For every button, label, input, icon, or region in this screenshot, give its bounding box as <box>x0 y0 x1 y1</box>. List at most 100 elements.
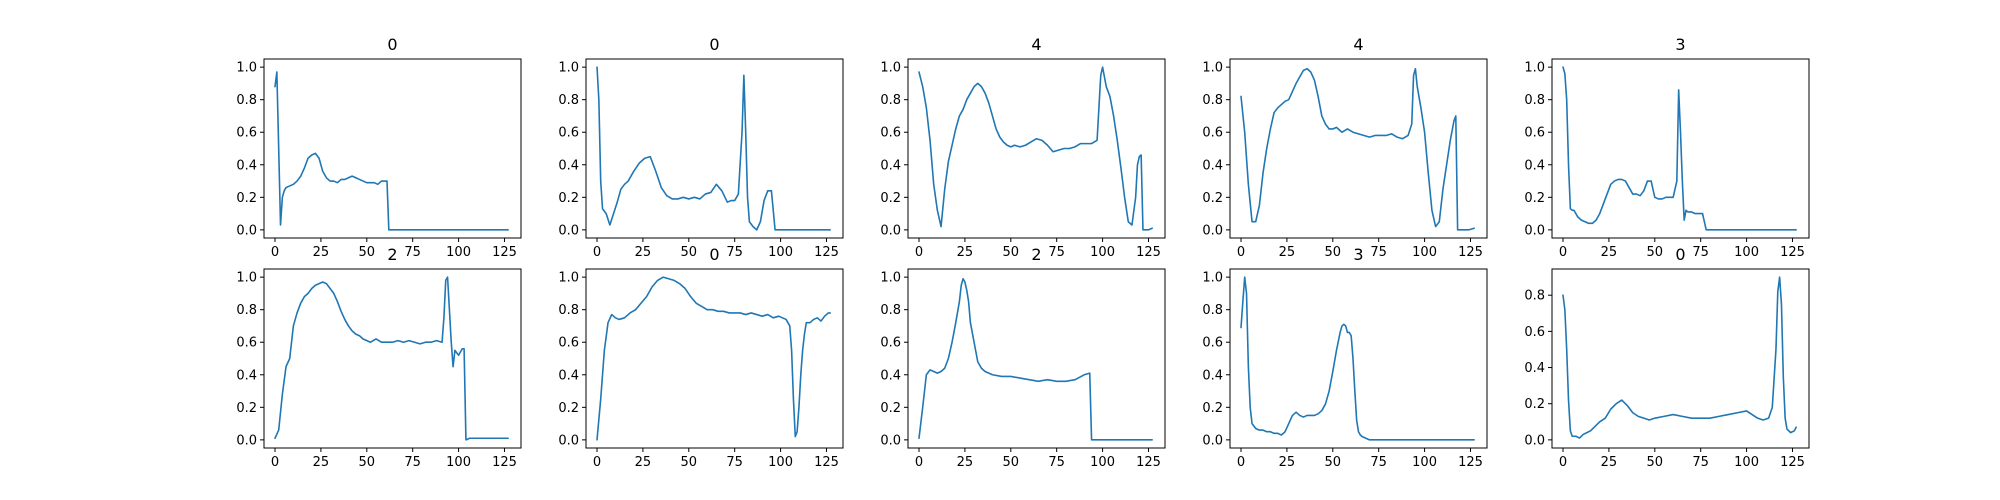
y-tick-label: 0.8 <box>1202 303 1223 318</box>
data-line <box>274 276 509 441</box>
x-tick-label: 25 <box>313 245 330 260</box>
y-tick-label: 0.0 <box>1202 433 1223 448</box>
subplot-7: 0 0 25 50 75 100 125 0.0 0.2 0.4 0.6 0.8 1.0 <box>558 245 844 470</box>
y-tick-label: 0.6 <box>1524 325 1545 340</box>
x-tick-label: 0 <box>1237 455 1245 470</box>
y-tick-label: 0.4 <box>236 158 257 173</box>
y-tick-label: 1.0 <box>1524 61 1545 76</box>
axes-frame <box>1229 58 1488 239</box>
x-tick-label: 75 <box>1370 455 1387 470</box>
y-tick-label: 0.4 <box>880 368 901 383</box>
x-tick-label: 50 <box>1325 245 1342 260</box>
y-tick-label: 0.0 <box>1524 223 1545 238</box>
data-line <box>1562 66 1797 231</box>
x-tick-label: 50 <box>359 245 376 260</box>
x-tick-label: 50 <box>359 455 376 470</box>
x-tick-label: 100 <box>1412 245 1437 260</box>
x-tick-label: 75 <box>1370 245 1387 260</box>
y-tick-label: 0.4 <box>558 368 579 383</box>
x-tick-label: 0 <box>271 455 279 470</box>
y-tick-label: 0.8 <box>558 93 579 108</box>
subplot-5: 3 0 25 50 75 100 125 0.0 0.2 0.4 0.6 0.8 1.0 <box>1524 35 1810 260</box>
x-tick-label: 75 <box>404 245 421 260</box>
x-tick-label: 100 <box>768 245 793 260</box>
subplot-1: 0 0 25 50 75 100 125 0.0 0.2 0.4 0.6 0.8 1.0 <box>236 35 522 260</box>
x-tick-label: 100 <box>1090 245 1115 260</box>
y-tick-label: 0.6 <box>1202 126 1223 141</box>
y-tick-label: 1.0 <box>1202 271 1223 286</box>
y-tick-label: 0.2 <box>236 401 257 416</box>
y-tick-label: 1.0 <box>880 271 901 286</box>
y-tick-label: 0.2 <box>880 401 901 416</box>
y-tick-label: 0.2 <box>880 191 901 206</box>
x-tick-label: 125 <box>1780 455 1805 470</box>
x-tick-label: 100 <box>1412 455 1437 470</box>
y-tick-label: 0.0 <box>558 223 579 238</box>
y-tick-label: 1.0 <box>558 61 579 76</box>
subplot-title: 0 <box>709 35 719 54</box>
y-tick-label: 0.4 <box>558 158 579 173</box>
x-tick-label: 75 <box>1048 245 1065 260</box>
subplot-3: 4 0 25 50 75 100 125 0.0 0.2 0.4 0.6 0.8 1.0 <box>880 35 1166 260</box>
x-tick-label: 50 <box>681 455 698 470</box>
y-tick-label: 0.2 <box>1202 191 1223 206</box>
x-tick-label: 100 <box>1734 455 1759 470</box>
subplot-title: 3 <box>1353 245 1363 264</box>
x-tick-label: 25 <box>957 245 974 260</box>
x-tick-label: 50 <box>1003 455 1020 470</box>
subplot-title: 2 <box>387 245 397 264</box>
y-tick-label: 0.6 <box>880 126 901 141</box>
data-line <box>1562 276 1797 439</box>
x-tick-label: 100 <box>446 245 471 260</box>
y-tick-label: 0.4 <box>236 368 257 383</box>
axes-frame <box>1229 268 1488 449</box>
x-tick-label: 50 <box>1647 245 1664 260</box>
x-tick-label: 0 <box>593 245 601 260</box>
y-tick-label: 0.6 <box>880 336 901 351</box>
y-tick-label: 1.0 <box>236 271 257 286</box>
y-tick-label: 0.0 <box>1202 223 1223 238</box>
subplot-2: 0 0 25 50 75 100 125 0.0 0.2 0.4 0.6 0.8 1.0 <box>558 35 844 260</box>
y-tick-label: 0.6 <box>1202 336 1223 351</box>
subplot-title: 0 <box>709 245 719 264</box>
y-tick-label: 0.0 <box>236 223 257 238</box>
subplot-title: 2 <box>1031 245 1041 264</box>
y-tick-label: 0.2 <box>558 191 579 206</box>
y-tick-label: 0.2 <box>1524 191 1545 206</box>
subplot-title: 4 <box>1031 35 1041 54</box>
x-tick-label: 125 <box>814 455 839 470</box>
x-tick-label: 125 <box>1780 245 1805 260</box>
subplot-title: 4 <box>1353 35 1363 54</box>
x-tick-label: 75 <box>726 245 743 260</box>
subplot-8: 2 0 25 50 75 100 125 0.0 0.2 0.4 0.6 0.8 1.0 <box>880 245 1166 470</box>
x-tick-label: 75 <box>726 455 743 470</box>
x-tick-label: 50 <box>681 245 698 260</box>
x-tick-label: 25 <box>1601 455 1618 470</box>
data-line <box>596 66 831 231</box>
x-tick-label: 75 <box>1048 455 1065 470</box>
data-line <box>1240 67 1475 231</box>
y-tick-label: 0.0 <box>236 433 257 448</box>
y-tick-label: 0.6 <box>1524 126 1545 141</box>
x-tick-label: 125 <box>1458 245 1483 260</box>
y-tick-label: 0.0 <box>558 433 579 448</box>
x-tick-label: 0 <box>593 455 601 470</box>
y-tick-label: 0.8 <box>558 303 579 318</box>
y-tick-label: 0.4 <box>1524 158 1545 173</box>
x-tick-label: 0 <box>915 455 923 470</box>
x-tick-label: 25 <box>313 455 330 470</box>
subplot-10: 0 0 25 50 75 100 125 0.0 0.2 0.4 0.6 0.8 <box>1524 245 1810 470</box>
x-tick-label: 0 <box>915 245 923 260</box>
y-tick-label: 0.8 <box>880 303 901 318</box>
x-tick-label: 100 <box>1090 455 1115 470</box>
axes-frame <box>585 58 844 239</box>
data-line <box>274 71 509 231</box>
subplot-4: 4 0 25 50 75 100 125 0.0 0.2 0.4 0.6 0.8 1.0 <box>1202 35 1488 260</box>
x-tick-label: 0 <box>1559 455 1567 470</box>
axes-frame <box>585 268 844 449</box>
x-tick-label: 125 <box>492 455 517 470</box>
y-tick-label: 1.0 <box>236 61 257 76</box>
x-tick-label: 0 <box>271 245 279 260</box>
x-tick-label: 75 <box>1692 455 1709 470</box>
x-tick-label: 25 <box>957 455 974 470</box>
